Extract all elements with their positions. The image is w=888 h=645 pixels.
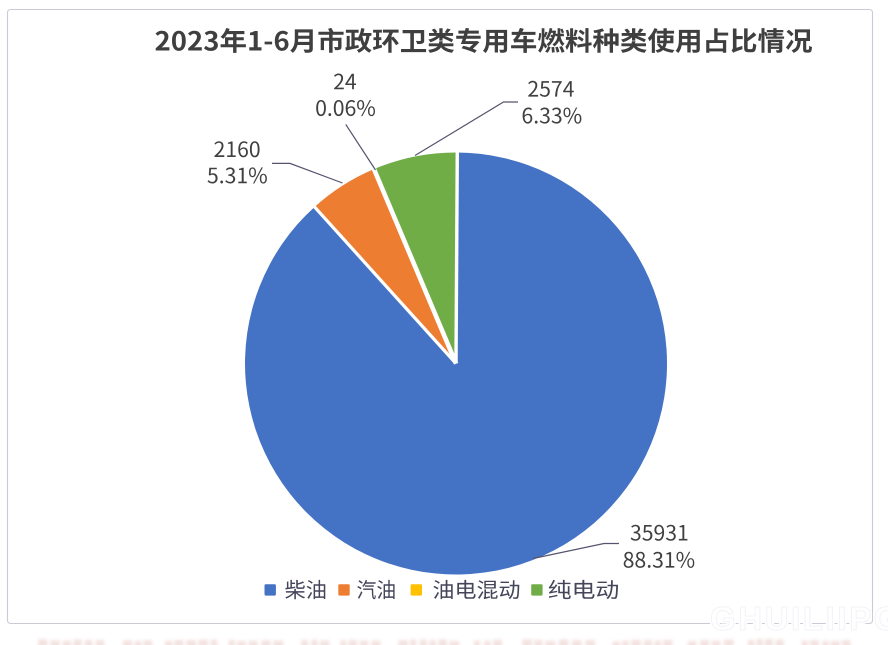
svg-text:GHUILIIPG: GHUILIIPG [710,600,888,637]
svg-text:GHUILIIPG: GHUILIIPG [710,600,888,637]
